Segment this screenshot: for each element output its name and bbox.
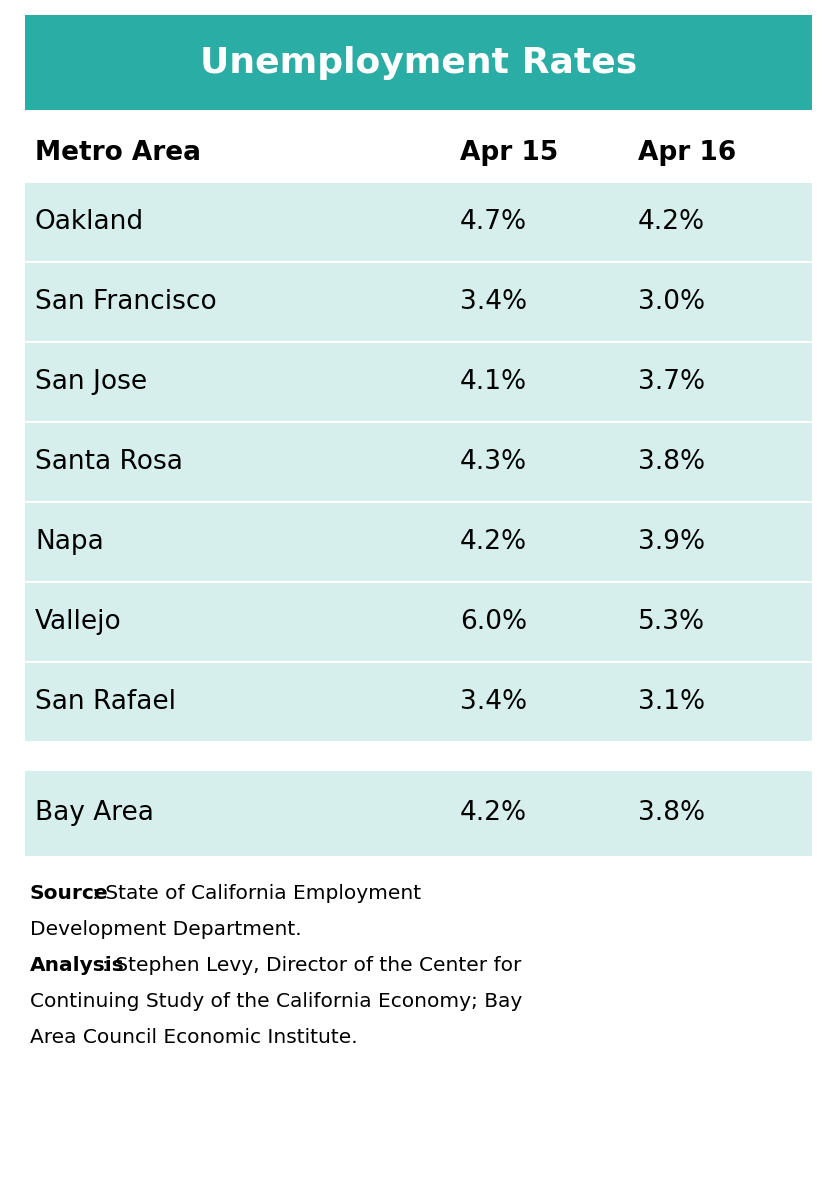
Text: San Francisco: San Francisco: [35, 289, 217, 315]
Text: 4.3%: 4.3%: [460, 449, 527, 475]
Text: : Stephen Levy, Director of the Center for: : Stephen Levy, Director of the Center f…: [102, 956, 521, 975]
Text: 4.2%: 4.2%: [460, 800, 527, 826]
Text: Napa: Napa: [35, 529, 104, 555]
Text: Oakland: Oakland: [35, 209, 144, 235]
Text: San Jose: San Jose: [35, 369, 147, 395]
Text: 3.0%: 3.0%: [637, 289, 704, 315]
Bar: [25, 183, 811, 261]
Text: 3.1%: 3.1%: [637, 689, 704, 715]
Text: Bay Area: Bay Area: [35, 800, 154, 826]
Text: 4.7%: 4.7%: [460, 209, 527, 235]
Bar: [25, 423, 811, 501]
Text: 5.3%: 5.3%: [637, 609, 704, 635]
Bar: [25, 663, 811, 741]
Text: : State of California Employment: : State of California Employment: [92, 884, 421, 903]
Bar: [25, 16, 811, 110]
Text: 3.8%: 3.8%: [637, 449, 704, 475]
Text: 6.0%: 6.0%: [460, 609, 527, 635]
Text: 4.1%: 4.1%: [460, 369, 527, 395]
Text: 4.2%: 4.2%: [637, 209, 704, 235]
Text: Metro Area: Metro Area: [35, 140, 201, 166]
Text: San Rafael: San Rafael: [35, 689, 176, 715]
Text: Area Council Economic Institute.: Area Council Economic Institute.: [30, 1028, 357, 1047]
Text: 3.4%: 3.4%: [460, 289, 527, 315]
Text: Apr 16: Apr 16: [637, 140, 736, 166]
Text: Unemployment Rates: Unemployment Rates: [200, 45, 636, 80]
Text: Analysis: Analysis: [30, 956, 125, 975]
Bar: [25, 263, 811, 341]
Text: Source: Source: [30, 884, 109, 903]
Bar: [25, 503, 811, 581]
Text: Continuing Study of the California Economy; Bay: Continuing Study of the California Econo…: [30, 992, 522, 1011]
Bar: [25, 343, 811, 421]
Text: 3.9%: 3.9%: [637, 529, 704, 555]
Text: Development Department.: Development Department.: [30, 921, 301, 938]
Text: Vallejo: Vallejo: [35, 609, 121, 635]
Text: 3.4%: 3.4%: [460, 689, 527, 715]
Text: 4.2%: 4.2%: [460, 529, 527, 555]
Text: Apr 15: Apr 15: [460, 140, 558, 166]
Bar: [25, 771, 811, 856]
Text: 3.7%: 3.7%: [637, 369, 704, 395]
Text: Santa Rosa: Santa Rosa: [35, 449, 182, 475]
Text: 3.8%: 3.8%: [637, 800, 704, 826]
Bar: [25, 583, 811, 661]
